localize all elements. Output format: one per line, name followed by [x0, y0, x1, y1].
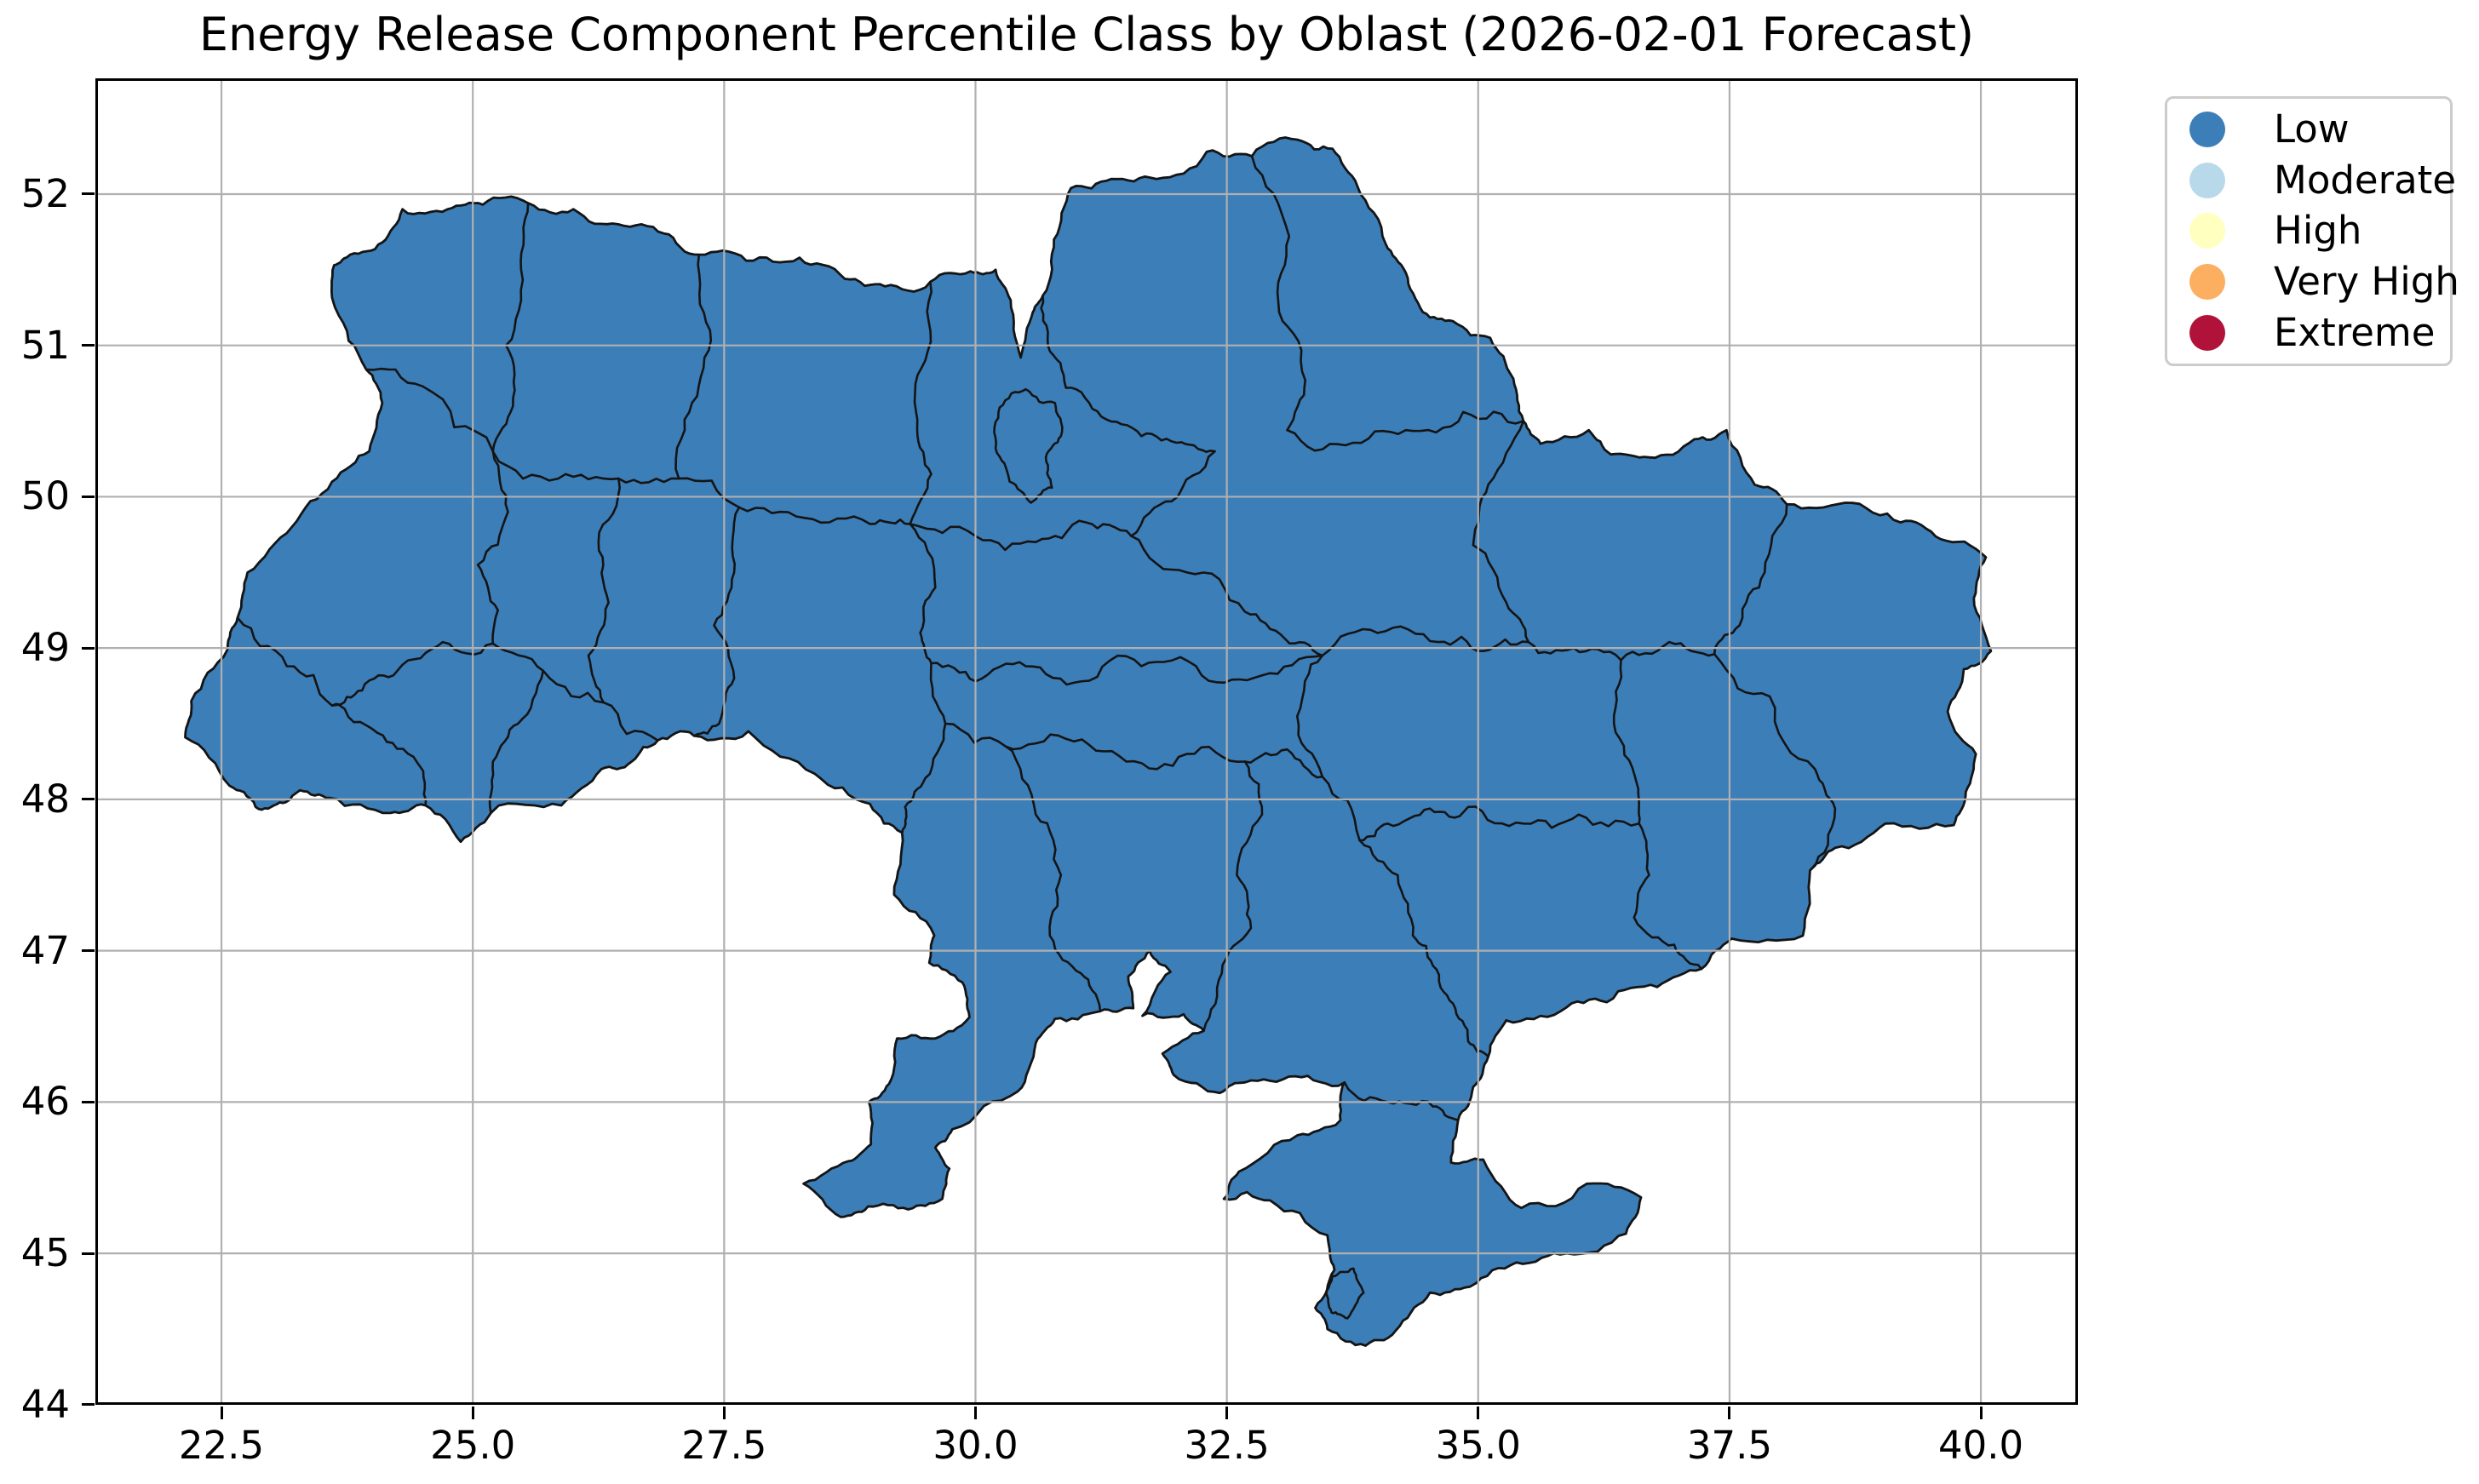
x-tick-mark — [1728, 1407, 1731, 1419]
oblast-border — [1343, 1081, 1460, 1121]
x-tick-mark — [1225, 1407, 1229, 1419]
legend-item: Moderate — [2167, 156, 2456, 205]
y-tick-label: 52 — [20, 170, 70, 216]
y-tick-mark — [82, 1100, 95, 1103]
country-outline — [184, 136, 1993, 1347]
oblast-border — [1612, 659, 1641, 825]
oblast-border — [1286, 410, 1525, 452]
y-tick-label: 44 — [20, 1381, 70, 1427]
legend-item-label: High — [2274, 208, 2362, 254]
legend-item-label: Very High — [2274, 259, 2459, 305]
y-tick-mark — [82, 949, 95, 953]
legend-item: Low — [2167, 105, 2450, 154]
plot-area — [95, 78, 2078, 1405]
plot-border — [95, 78, 2078, 1405]
ukraine-choropleth-map — [95, 78, 2078, 1405]
legend-item-label: Moderate — [2274, 157, 2457, 203]
oblast-border — [1004, 745, 1102, 1012]
oblast-border — [1472, 420, 1530, 644]
x-tick-label: 22.5 — [178, 1423, 265, 1468]
x-tick-label: 37.5 — [1686, 1423, 1773, 1468]
oblast-border — [1130, 535, 1324, 657]
y-tick-mark — [82, 495, 95, 498]
x-tick-label: 32.5 — [1184, 1423, 1270, 1468]
oblast-border — [1250, 155, 1306, 432]
oblast-border — [587, 477, 621, 704]
y-tick-mark — [82, 798, 95, 801]
x-tick-label: 40.0 — [1937, 1423, 2024, 1468]
legend-item-label: Low — [2274, 106, 2350, 152]
x-tick-mark — [973, 1407, 977, 1419]
x-tick-label: 25.0 — [430, 1423, 516, 1468]
oblast-border — [1713, 653, 1837, 872]
y-tick-mark — [82, 646, 95, 650]
oblast-border — [674, 253, 713, 480]
y-tick-label: 51 — [20, 322, 70, 368]
oblast-border — [944, 722, 1324, 779]
legend: Low Moderate High Very High Extreme — [2165, 96, 2459, 366]
oblast-border — [1358, 805, 1640, 842]
y-tick-label: 46 — [20, 1079, 70, 1125]
x-tick-label: 27.5 — [681, 1423, 767, 1468]
oblast-border — [909, 280, 932, 525]
oblast-border — [491, 642, 659, 742]
city-enclave-border — [1325, 1267, 1365, 1320]
x-tick-mark — [471, 1407, 474, 1419]
legend-marker-icon — [2189, 162, 2225, 198]
oblast-border — [1713, 503, 1788, 656]
oblast-border — [488, 669, 545, 815]
oblast-border — [909, 519, 1133, 552]
oblast-border — [236, 616, 428, 807]
oblast-border — [1202, 760, 1264, 1033]
y-tick-label: 47 — [20, 927, 70, 973]
oblast-border — [476, 450, 509, 645]
legend-marker-icon — [2189, 213, 2225, 249]
y-tick-mark — [82, 1403, 95, 1407]
y-tick-label: 45 — [20, 1230, 70, 1276]
oblast-border — [930, 654, 1324, 686]
legend-item: Extreme — [2167, 308, 2450, 358]
x-tick-label: 35.0 — [1435, 1423, 1521, 1468]
legend-item: Very High — [2167, 257, 2459, 307]
chart-title: Energy Release Component Percentile Clas… — [198, 8, 1975, 61]
oblast-border — [1130, 450, 1216, 537]
y-tick-label: 49 — [20, 625, 70, 671]
oblast-border — [677, 477, 911, 525]
oblast-border — [1358, 839, 1489, 1058]
legend-marker-icon — [2189, 315, 2225, 352]
legend-item: High — [2167, 206, 2450, 255]
oblast-border — [1321, 625, 1530, 657]
legend-marker-icon — [2189, 111, 2225, 147]
x-tick-mark — [220, 1407, 223, 1419]
y-tick-mark — [82, 1252, 95, 1255]
oblast-border — [364, 367, 680, 484]
x-tick-label: 30.0 — [932, 1423, 1019, 1468]
city-enclave-border — [993, 387, 1064, 504]
legend-item-label: Extreme — [2274, 310, 2436, 356]
y-tick-label: 48 — [20, 776, 70, 822]
x-tick-mark — [722, 1407, 726, 1419]
oblast-border — [1633, 822, 1703, 971]
y-tick-mark — [82, 344, 95, 347]
legend-marker-icon — [2189, 264, 2225, 301]
oblast-border — [330, 640, 495, 707]
y-tick-mark — [82, 192, 95, 196]
x-tick-mark — [1979, 1407, 1983, 1419]
oblast-border — [901, 523, 947, 834]
x-tick-mark — [1477, 1407, 1480, 1419]
y-tick-label: 50 — [20, 473, 70, 519]
